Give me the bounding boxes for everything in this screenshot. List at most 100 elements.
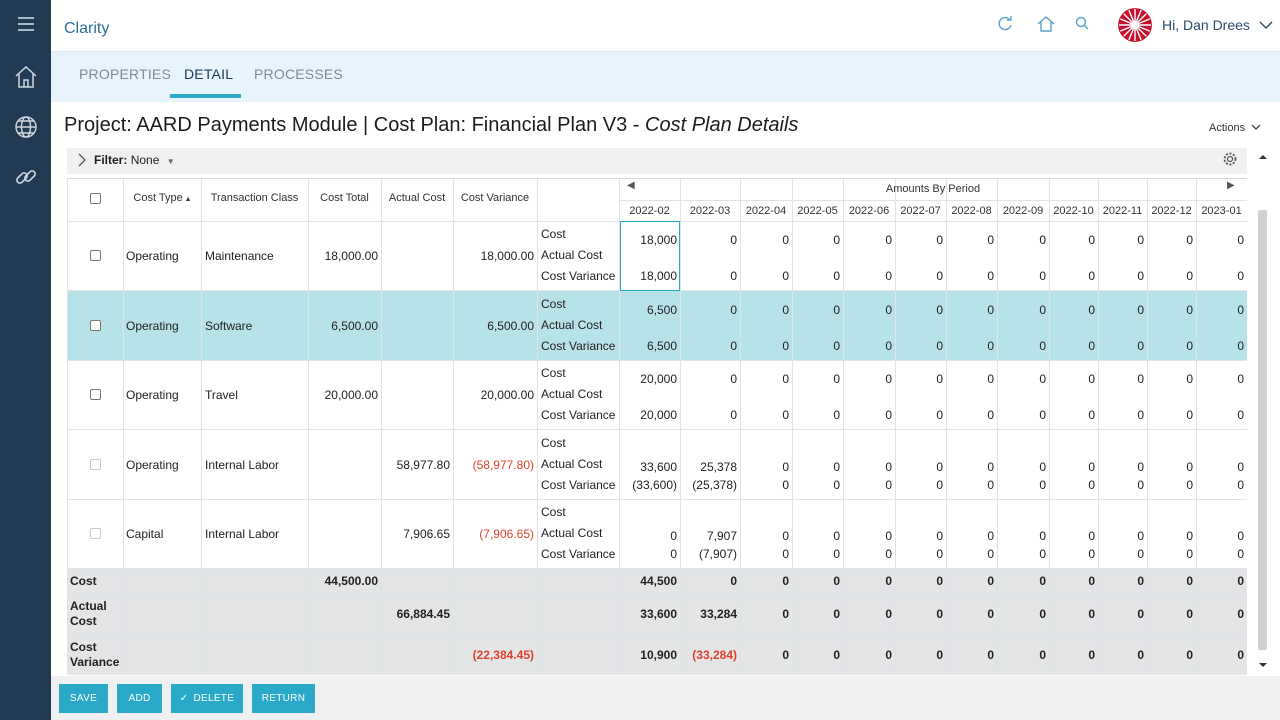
period-variance-value[interactable]: 0 xyxy=(730,408,737,422)
period-variance-value[interactable]: 0 xyxy=(885,339,892,353)
period-value[interactable]: 0 xyxy=(782,460,789,474)
column-header-cost-type[interactable]: Cost Type ▲ xyxy=(133,192,192,204)
period-variance-value[interactable]: 0 xyxy=(936,408,943,422)
period-value[interactable]: 0 xyxy=(730,233,737,247)
period-value[interactable]: 0 xyxy=(1137,303,1144,317)
period-value[interactable]: 0 xyxy=(1237,303,1244,317)
column-header-cost-variance[interactable]: Cost Variance xyxy=(460,192,530,204)
period-variance-value[interactable]: 0 xyxy=(1137,547,1144,561)
period-variance-value[interactable]: 0 xyxy=(1237,269,1244,283)
period-value[interactable]: 18,000 xyxy=(640,233,677,247)
period-variance-value[interactable]: 0 xyxy=(782,478,789,492)
period-variance-value[interactable]: 0 xyxy=(1137,339,1144,353)
period-variance-value[interactable]: 0 xyxy=(987,339,994,353)
period-value[interactable]: 7,907 xyxy=(706,529,737,543)
tab-processes[interactable]: PROCESSES xyxy=(254,66,343,82)
period-variance-value[interactable]: 0 xyxy=(782,339,789,353)
period-value[interactable]: 6,500 xyxy=(646,303,677,317)
period-value[interactable]: 0 xyxy=(987,460,994,474)
period-value[interactable]: 0 xyxy=(885,372,892,386)
scroll-down-icon[interactable] xyxy=(1256,660,1270,670)
period-value[interactable]: 0 xyxy=(782,529,789,543)
period-value[interactable]: 0 xyxy=(833,303,840,317)
period-variance-value[interactable]: 0 xyxy=(1237,339,1244,353)
period-variance-value[interactable]: 0 xyxy=(1039,408,1046,422)
period-variance-value[interactable]: 0 xyxy=(1088,547,1095,561)
row-checkbox[interactable] xyxy=(90,320,101,331)
chevron-right-icon[interactable] xyxy=(77,153,87,167)
period-value[interactable]: 0 xyxy=(987,372,994,386)
period-variance-value[interactable]: 0 xyxy=(730,339,737,353)
period-variance-value[interactable]: 0 xyxy=(833,269,840,283)
filter-control[interactable]: Filter: None ▼ xyxy=(94,153,175,167)
return-button[interactable]: RETURN xyxy=(252,684,315,713)
period-variance-value[interactable]: 0 xyxy=(1039,269,1046,283)
period-variance-value[interactable]: 0 xyxy=(833,408,840,422)
period-variance-value[interactable]: 0 xyxy=(833,478,840,492)
period-variance-value[interactable]: 0 xyxy=(885,408,892,422)
period-value[interactable]: 0 xyxy=(1186,372,1193,386)
row-checkbox[interactable] xyxy=(90,389,101,400)
period-variance-value[interactable]: 0 xyxy=(987,269,994,283)
period-value[interactable]: 25,378 xyxy=(700,460,737,474)
period-value[interactable]: 0 xyxy=(936,303,943,317)
select-all-checkbox[interactable] xyxy=(90,193,101,204)
period-variance-value[interactable]: 0 xyxy=(730,269,737,283)
period-variance-value[interactable]: 0 xyxy=(1186,269,1193,283)
period-value[interactable]: 0 xyxy=(1186,303,1193,317)
period-value[interactable]: 0 xyxy=(1237,460,1244,474)
period-value[interactable]: 0 xyxy=(1039,233,1046,247)
period-prev-icon[interactable]: ◀ xyxy=(627,180,635,191)
period-value[interactable]: 0 xyxy=(1186,460,1193,474)
tab-detail[interactable]: DETAIL xyxy=(184,66,234,82)
period-value[interactable]: 0 xyxy=(936,529,943,543)
period-variance-value[interactable]: 0 xyxy=(833,339,840,353)
period-value[interactable]: 0 xyxy=(936,372,943,386)
period-value[interactable]: 0 xyxy=(1088,460,1095,474)
save-button[interactable]: SAVE xyxy=(59,684,108,713)
period-value[interactable]: 0 xyxy=(987,529,994,543)
period-value[interactable]: 0 xyxy=(885,303,892,317)
period-variance-value[interactable]: 0 xyxy=(1088,339,1095,353)
period-variance-value[interactable]: 0 xyxy=(936,269,943,283)
period-value[interactable]: 0 xyxy=(670,529,677,543)
period-variance-value[interactable]: 0 xyxy=(987,408,994,422)
period-variance-value[interactable]: 0 xyxy=(936,478,943,492)
period-variance-value[interactable]: 0 xyxy=(885,478,892,492)
menu-icon[interactable] xyxy=(0,14,51,34)
period-value[interactable]: 0 xyxy=(833,233,840,247)
home-icon[interactable] xyxy=(0,64,51,90)
actions-menu[interactable]: Actions xyxy=(1209,122,1261,134)
period-variance-value[interactable]: 0 xyxy=(1186,339,1193,353)
period-value[interactable]: 0 xyxy=(1137,372,1144,386)
column-header-cost-total[interactable]: Cost Total xyxy=(320,192,369,204)
period-variance-value[interactable]: 0 xyxy=(1237,408,1244,422)
period-value[interactable]: 0 xyxy=(833,372,840,386)
period-value[interactable]: 0 xyxy=(1186,529,1193,543)
period-value[interactable]: 0 xyxy=(833,529,840,543)
period-next-icon[interactable]: ▶ xyxy=(1227,180,1235,191)
period-value[interactable]: 0 xyxy=(1237,529,1244,543)
period-variance-value[interactable]: 0 xyxy=(1137,478,1144,492)
row-checkbox[interactable] xyxy=(90,250,101,261)
period-variance-value[interactable]: 0 xyxy=(1186,408,1193,422)
period-value[interactable]: 0 xyxy=(1088,233,1095,247)
period-variance-value[interactable]: 0 xyxy=(782,408,789,422)
period-variance-value[interactable]: 0 xyxy=(1186,478,1193,492)
period-value[interactable]: 0 xyxy=(833,460,840,474)
refresh-icon[interactable] xyxy=(995,14,1015,34)
period-value[interactable]: 0 xyxy=(730,303,737,317)
period-value[interactable]: 0 xyxy=(730,372,737,386)
period-value[interactable]: 0 xyxy=(1137,233,1144,247)
period-variance-value[interactable]: 0 xyxy=(1186,547,1193,561)
globe-icon[interactable] xyxy=(0,114,51,140)
period-variance-value[interactable]: (7,907) xyxy=(698,547,737,561)
period-variance-value[interactable]: 18,000 xyxy=(640,269,677,283)
period-value[interactable]: 0 xyxy=(782,233,789,247)
period-value[interactable]: 0 xyxy=(885,529,892,543)
period-variance-value[interactable]: 0 xyxy=(987,478,994,492)
period-value[interactable]: 0 xyxy=(782,372,789,386)
period-variance-value[interactable]: 0 xyxy=(936,339,943,353)
brand-logo[interactable]: Clarity xyxy=(64,20,110,37)
period-variance-value[interactable]: 0 xyxy=(782,547,789,561)
